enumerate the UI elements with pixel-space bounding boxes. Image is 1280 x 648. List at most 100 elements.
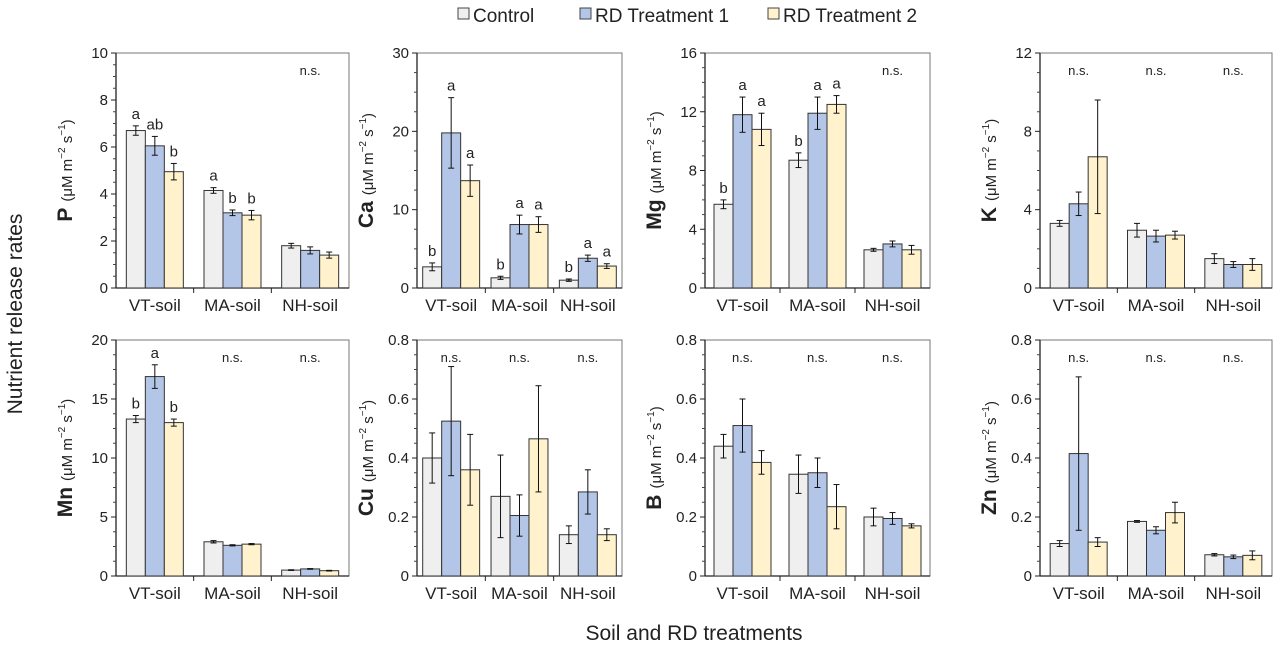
y-tick-label: 2 <box>100 233 108 250</box>
bar-rd-treatment-2 <box>1165 234 1185 289</box>
bar-rd-treatment-1 <box>1223 556 1244 577</box>
element-symbol: K <box>978 207 1001 222</box>
not-significant-label: n.s. <box>1068 350 1089 365</box>
not-significant-label: n.s. <box>509 350 530 365</box>
bar-control <box>125 418 146 577</box>
significance-letter: a <box>534 197 543 214</box>
significance-letter: a <box>584 235 593 252</box>
y-tick-label: 4 <box>1024 202 1032 219</box>
unit-open: (μM m <box>983 441 1000 484</box>
unit-mid: s <box>648 423 665 435</box>
significance-letter: a <box>515 195 524 212</box>
element-symbol: B <box>643 495 666 510</box>
unit-exp: −1 <box>358 404 369 416</box>
bar-control <box>203 541 224 577</box>
significance-letter: b <box>170 143 178 160</box>
element-symbol: Cu <box>355 488 378 516</box>
element-symbol: Zn <box>978 489 1001 515</box>
y-tick-label: 0 <box>689 280 697 297</box>
significance-letter: a <box>151 345 160 362</box>
x-tick-label: MA-soil <box>491 296 548 315</box>
y-tick-label: 20 <box>392 123 409 140</box>
y-tick-label: 10 <box>91 450 108 467</box>
unit-exp: −2 <box>981 429 992 441</box>
unit-close: ) <box>983 119 1000 124</box>
not-significant-label: n.s. <box>300 63 321 78</box>
bar-rd-treatment-2 <box>241 543 262 577</box>
bar-rd-treatment-1 <box>222 212 243 289</box>
bar-rd-treatment-1 <box>1146 235 1166 289</box>
bar-rd-treatment-2 <box>826 103 847 289</box>
bar-rd-treatment-1 <box>577 257 598 289</box>
unit-mid: s <box>59 415 76 427</box>
y-tick-label: 16 <box>680 45 697 62</box>
significance-letter: a <box>738 77 747 94</box>
significance-letter: b <box>794 133 802 150</box>
bar-rd-treatment-2 <box>901 525 922 577</box>
x-tick-label: MA-soil <box>1128 296 1185 315</box>
not-significant-label: n.s. <box>577 350 598 365</box>
y-tick-label: 10 <box>392 202 409 219</box>
y-axis-title: Nutrient release rates <box>4 214 27 415</box>
x-tick-label: NH-soil <box>865 584 921 603</box>
unit-close: ) <box>983 401 1000 406</box>
significance-letter: a <box>832 76 841 93</box>
legend-swatch <box>767 7 780 20</box>
x-axis-title: Soil and RD treatments <box>585 622 802 645</box>
y-tick-label: 0 <box>689 568 697 585</box>
unit-exp: −1 <box>57 403 68 415</box>
panel-y-label: K (μM m−2 s−1) <box>978 119 1001 222</box>
y-tick-label: 6 <box>100 139 108 156</box>
element-symbol: Mg <box>643 199 666 229</box>
y-tick-label: 8 <box>1024 123 1032 140</box>
legend-label: RD Treatment 1 <box>595 6 729 27</box>
bar-control <box>1049 543 1070 577</box>
bar-rd-treatment-1 <box>882 517 903 577</box>
significance-letter: b <box>170 399 178 416</box>
x-tick-label: NH-soil <box>865 296 921 315</box>
bar-rd-treatment-1 <box>1068 203 1089 289</box>
not-significant-label: n.s. <box>882 63 903 78</box>
unit-close: ) <box>59 119 76 124</box>
y-tick-label: 0 <box>401 280 409 297</box>
y-tick-label: 0.6 <box>1011 391 1032 408</box>
y-tick-label: 12 <box>680 104 697 121</box>
unit-mid: s <box>360 129 377 141</box>
significance-letter: b <box>565 259 573 276</box>
not-significant-label: n.s. <box>222 350 243 365</box>
bar-rd-treatment-2 <box>751 461 772 577</box>
significance-letter: b <box>247 190 255 207</box>
y-tick-label: 0.6 <box>388 391 409 408</box>
y-tick-label: 8 <box>689 163 697 180</box>
x-tick-label: NH-soil <box>282 584 338 603</box>
panel-k: 0 4 8 12 K (μM m−2 s−1) VT-soil n.s. MA-soil n.s.… <box>978 45 1273 315</box>
unit-exp: −2 <box>646 434 657 446</box>
panel-y-label: Ca (μM m−2 s−1) <box>355 113 378 228</box>
y-tick-label: 0.2 <box>1011 509 1032 526</box>
y-tick-label: 0.8 <box>388 332 409 349</box>
y-tick-label: 30 <box>392 45 409 62</box>
significance-letter: a <box>466 145 475 162</box>
y-tick-label: 0 <box>1024 568 1032 585</box>
not-significant-label: n.s. <box>1223 350 1244 365</box>
unit-exp: −2 <box>981 146 992 158</box>
unit-close: ) <box>360 113 377 118</box>
panel-y-label: Mn (μM m−2 s−1) <box>54 399 77 518</box>
y-tick-label: 0.4 <box>676 450 697 467</box>
y-tick-label: 20 <box>91 332 108 349</box>
bar-control <box>1049 222 1070 289</box>
not-significant-label: n.s. <box>300 350 321 365</box>
y-tick-label: 4 <box>689 221 697 238</box>
y-tick-label: 0 <box>401 568 409 585</box>
significance-letter: b <box>132 396 140 413</box>
x-tick-label: NH-soil <box>560 584 616 603</box>
bar-control <box>1127 520 1147 577</box>
bar-rd-treatment-2 <box>319 254 340 289</box>
x-tick-label: NH-soil <box>1205 584 1261 603</box>
bar-rd-treatment-1 <box>144 376 165 577</box>
bar-control <box>203 189 224 289</box>
